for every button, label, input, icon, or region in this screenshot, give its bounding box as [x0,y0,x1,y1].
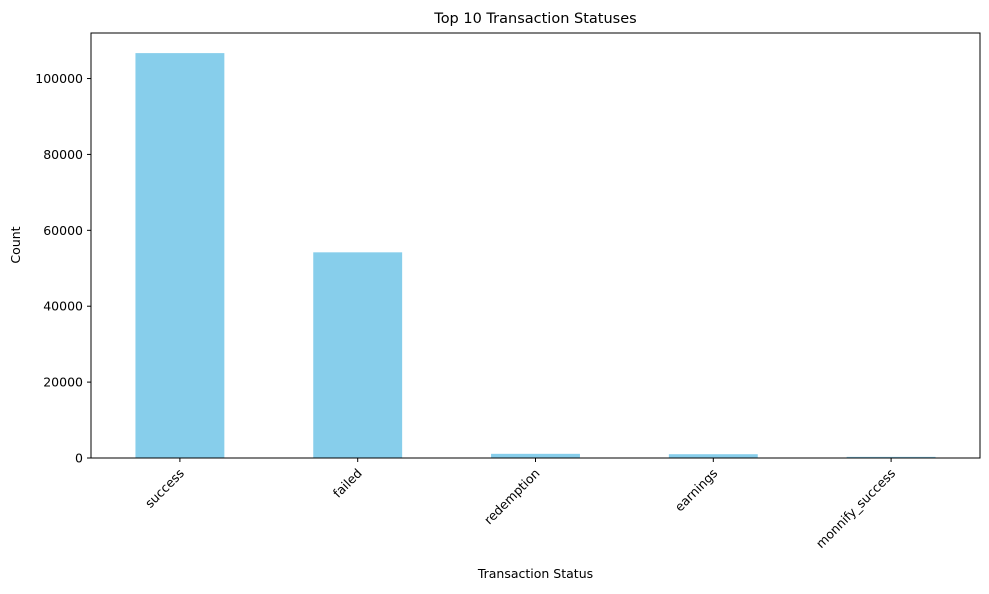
x-axis-label: Transaction Status [477,566,593,581]
bar-earnings [668,454,758,458]
bar-failed [313,252,403,458]
bar-monnify-success [846,456,936,458]
y-tick-label: 60000 [43,223,83,238]
y-tick-label: 80000 [43,147,83,162]
y-tick-label: 40000 [43,299,83,314]
y-axis-label: Count [8,226,23,263]
y-tick-label: 100000 [35,71,83,86]
bar-success [135,53,225,459]
y-tick-label: 0 [75,451,83,466]
bar-redemption [491,453,580,458]
y-tick-label: 20000 [43,375,83,390]
chart-title: Top 10 Transaction Statuses [433,11,636,27]
